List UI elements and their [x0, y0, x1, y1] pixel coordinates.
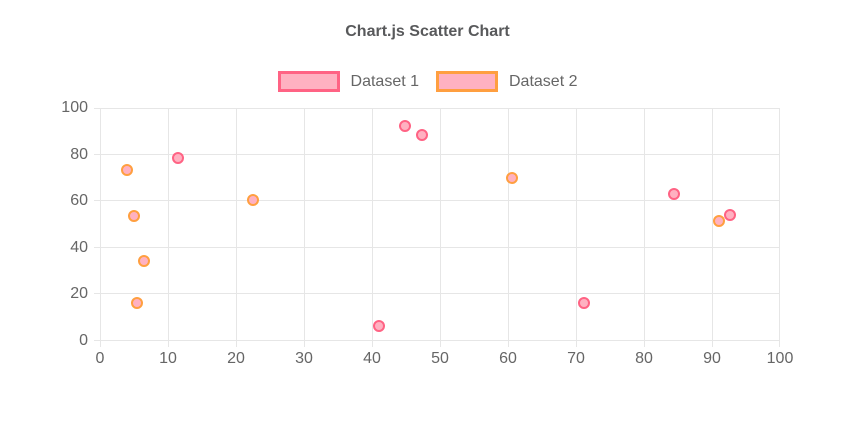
y-tick-mark: [94, 200, 100, 201]
grid-line-vertical: [100, 108, 101, 341]
grid-line-vertical: [779, 108, 780, 341]
data-point-dataset-2[interactable]: [121, 163, 134, 176]
data-point-dataset-2[interactable]: [128, 210, 140, 223]
grid-line-vertical: [644, 108, 645, 341]
legend-label-dataset-2: Dataset 2: [509, 72, 578, 90]
y-tick-mark: [94, 154, 100, 155]
grid-line-horizontal: [100, 154, 780, 155]
legend-swatch-dataset-1: [277, 71, 340, 92]
x-axis-tick-label: 60: [499, 350, 517, 367]
x-axis-tick-label: 20: [227, 350, 245, 367]
x-tick-mark: [440, 341, 441, 347]
y-axis-tick-label: 80: [70, 145, 88, 163]
data-point-dataset-1[interactable]: [667, 187, 680, 200]
x-tick-mark: [100, 341, 101, 347]
chart-title: Chart.js Scatter Chart: [345, 23, 510, 40]
grid-line-vertical: [304, 108, 305, 341]
grid-line-vertical: [372, 108, 373, 341]
y-tick-mark: [94, 247, 100, 248]
x-tick-mark: [236, 341, 237, 347]
chart-legend: Dataset 1 Dataset 2: [0, 71, 855, 92]
plot-area: 0 10 20 30 40 50 60 70 80 90 100 0 20 40 60 80 100: [61, 99, 793, 367]
x-tick-mark: [644, 341, 645, 347]
y-axis-tick-label: 20: [70, 285, 88, 303]
x-tick-mark: [508, 341, 509, 347]
x-axis-tick-label: 100: [766, 350, 794, 367]
y-axis-tick-label: 40: [70, 238, 88, 256]
grid-line-horizontal: [100, 247, 780, 248]
x-axis-tick-label: 0: [95, 350, 105, 367]
data-point-dataset-1[interactable]: [578, 297, 591, 310]
data-point-dataset-2[interactable]: [137, 255, 150, 268]
x-tick-mark: [779, 341, 780, 347]
data-point-dataset-1[interactable]: [172, 152, 185, 165]
x-axis-tick-label: 70: [567, 350, 585, 367]
y-axis-tick-label: 60: [70, 192, 88, 210]
grid-line-vertical: [440, 108, 441, 341]
x-tick-mark: [304, 341, 305, 347]
grid-line-vertical: [576, 108, 577, 341]
x-axis-tick-label: 80: [635, 350, 653, 367]
x-tick-mark: [372, 341, 373, 347]
grid-line-horizontal: [100, 293, 780, 294]
data-point-dataset-2[interactable]: [506, 171, 519, 184]
y-axis-tick-label: 0: [79, 332, 88, 349]
x-axis-tick-label: 40: [363, 350, 381, 367]
y-tick-mark: [94, 108, 100, 109]
x-tick-mark: [168, 341, 169, 347]
data-point-dataset-2[interactable]: [131, 297, 144, 310]
grid-line-horizontal: [100, 200, 780, 201]
x-axis-tick-label: 30: [295, 350, 313, 367]
grid-line-vertical: [712, 108, 713, 341]
x-axis-tick-label: 10: [159, 350, 177, 367]
x-axis-tick-label: 50: [431, 350, 449, 367]
grid-line-vertical: [508, 108, 509, 341]
data-point-dataset-1[interactable]: [398, 119, 411, 132]
legend-item-dataset-1[interactable]: Dataset 1: [277, 71, 419, 92]
x-axis-tick-label: 90: [703, 350, 721, 367]
data-point-dataset-1[interactable]: [723, 208, 736, 221]
legend-item-dataset-2[interactable]: Dataset 2: [436, 71, 577, 92]
y-axis-tick-label: 100: [61, 99, 88, 116]
data-point-dataset-1[interactable]: [373, 319, 386, 332]
legend-label-dataset-1: Dataset 1: [350, 72, 419, 90]
data-point-dataset-2[interactable]: [713, 214, 726, 227]
y-tick-mark: [94, 340, 100, 341]
grid-line-vertical: [168, 108, 169, 341]
x-tick-mark: [576, 341, 577, 347]
legend-swatch-dataset-2: [436, 71, 498, 92]
x-tick-mark: [712, 341, 713, 347]
data-point-dataset-2[interactable]: [247, 194, 259, 207]
data-point-dataset-1[interactable]: [416, 129, 429, 142]
grid-line-vertical: [236, 108, 237, 341]
grid-line-horizontal: [100, 340, 780, 341]
grid-line-horizontal: [100, 108, 780, 109]
y-tick-mark: [94, 293, 100, 294]
